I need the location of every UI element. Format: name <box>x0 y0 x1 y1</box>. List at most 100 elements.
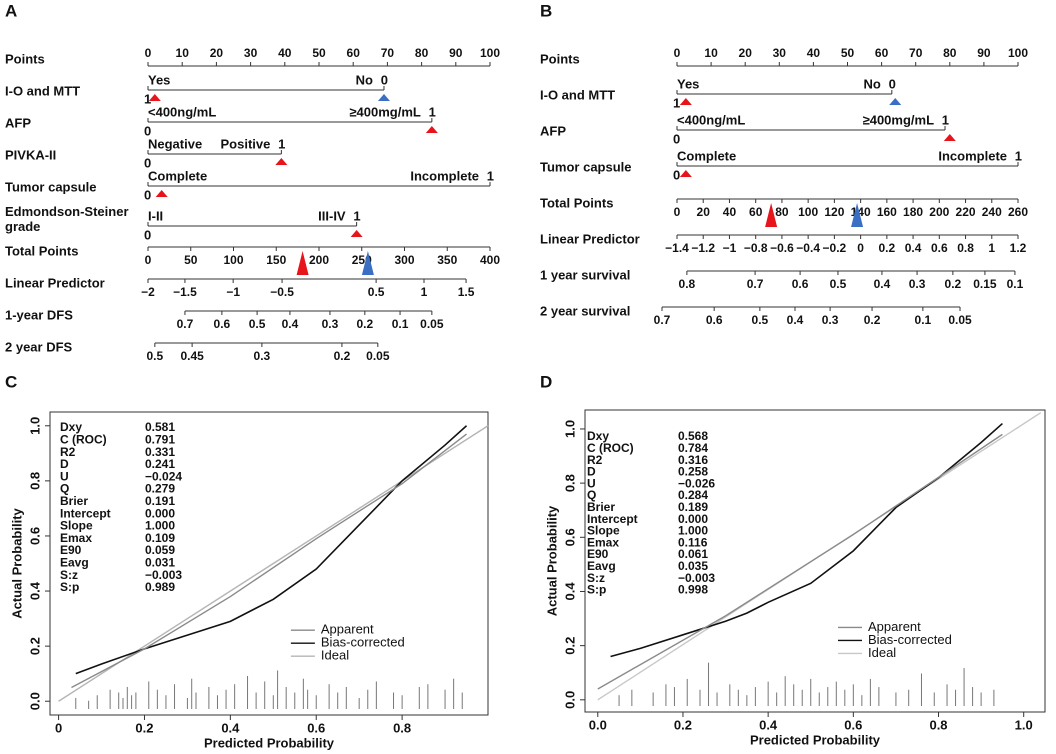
y-tick-label: 0.2 <box>27 637 42 655</box>
tick-label: 80 <box>415 46 429 60</box>
tick-label: 90 <box>449 46 463 60</box>
row-label: 1 year survival <box>540 267 630 282</box>
tick-label: 0.3 <box>254 349 271 363</box>
row-label: Tumor capsule <box>540 159 632 174</box>
stat-value: 1.000 <box>678 524 708 538</box>
stat-value: 0.035 <box>678 559 708 573</box>
legend-label: Ideal <box>868 645 896 660</box>
legend-label: Apparent <box>321 622 374 637</box>
tick-label: 200 <box>309 253 329 267</box>
row-label: 1-year DFS <box>5 307 73 322</box>
row-label: Tumor capsule <box>5 179 97 194</box>
marker <box>943 134 956 141</box>
tick-label: 200 <box>929 205 949 219</box>
tick-label: 0.8 <box>679 277 696 291</box>
calibration-curve <box>75 425 468 675</box>
stat-value: −0.003 <box>145 568 182 582</box>
y-axis-title: Actual Probability <box>9 507 24 618</box>
x-axis-title: Predicted Probability <box>750 732 881 747</box>
tick-label: 300 <box>394 253 414 267</box>
tick-label: 0.45 <box>180 349 204 363</box>
tick-label: 0.4 <box>282 317 299 331</box>
x-tick-label: 0.4 <box>221 720 240 735</box>
marker <box>377 94 390 101</box>
tick-label: −1.5 <box>173 285 197 299</box>
x-tick-label: 1.0 <box>1015 717 1033 732</box>
level-code: 1 <box>487 168 494 183</box>
level-code: 0 <box>144 227 151 242</box>
stat-label: R2 <box>60 445 76 459</box>
stat-label: E90 <box>587 547 609 561</box>
tick-label: 0.6 <box>792 277 809 291</box>
stat-value: 0.241 <box>145 457 175 471</box>
level-label: Yes <box>148 72 170 87</box>
tick-label: 10 <box>704 46 718 60</box>
stat-label: Brier <box>587 500 615 514</box>
tick-label: 0.05 <box>366 349 390 363</box>
calibration-curve <box>58 425 489 702</box>
tick-label: 0.1 <box>1007 277 1024 291</box>
stat-value: 0.059 <box>145 543 175 557</box>
marker <box>851 203 864 227</box>
y-tick-label: 0.0 <box>27 692 42 710</box>
stat-value: 0.791 <box>145 432 175 446</box>
x-tick-label: 0.2 <box>674 717 692 732</box>
tick-label: −0.6 <box>770 241 794 255</box>
level-code: 1 <box>429 104 436 119</box>
tick-label: 1.2 <box>1010 241 1027 255</box>
tick-label: 1 <box>421 285 428 299</box>
stat-value: −0.026 <box>678 476 715 490</box>
row-label-line: grade <box>5 219 40 234</box>
stat-label: Emax <box>587 535 619 549</box>
tick-label: 0.1 <box>392 317 409 331</box>
row-label: 2 year DFS <box>5 339 73 354</box>
level-label: Incomplete <box>410 168 479 183</box>
tick-label: −0.2 <box>823 241 847 255</box>
tick-label: 400 <box>480 253 500 267</box>
stat-label: C (ROC) <box>60 432 107 446</box>
y-tick-label: 1.0 <box>562 420 577 438</box>
stat-label: C (ROC) <box>587 441 634 455</box>
level-code: 0 <box>144 187 151 202</box>
tick-label: 0.2 <box>334 349 351 363</box>
tick-label: 0.2 <box>356 317 373 331</box>
y-axis-title: Actual Probability <box>544 505 559 616</box>
tick-label: −1.2 <box>691 241 715 255</box>
tick-label: −0.5 <box>270 285 294 299</box>
level-label: I-II <box>148 208 163 223</box>
level-label: Negative <box>148 136 202 151</box>
tick-label: 40 <box>807 46 821 60</box>
tick-label: 0.5 <box>752 313 769 327</box>
tick-label: 0 <box>674 46 681 60</box>
stat-label: S:z <box>60 568 78 582</box>
stat-value: 0.031 <box>145 555 175 569</box>
level-label: Yes <box>677 76 699 91</box>
tick-label: 0.3 <box>909 277 926 291</box>
level-code: 0 <box>381 72 388 87</box>
tick-label: 60 <box>347 46 361 60</box>
level-label: Positive <box>221 136 271 151</box>
row-label: Points <box>5 51 45 66</box>
level-code: 0 <box>673 131 680 146</box>
plot-frame <box>584 409 1046 713</box>
tick-label: 0.3 <box>322 317 339 331</box>
tick-label: 80 <box>775 205 789 219</box>
level-label: <400ng/mL <box>677 112 745 127</box>
y-tick-label: 0.8 <box>562 474 577 492</box>
level-code: 0 <box>889 76 896 91</box>
stat-value: 0.279 <box>145 482 175 496</box>
marker <box>275 158 288 165</box>
panel-label: D <box>540 372 552 391</box>
row-label: Edmondson-Steiner grade <box>5 204 129 234</box>
level-code: 0 <box>673 167 680 182</box>
row-label-line: Edmondson-Steiner <box>5 204 129 219</box>
tick-label: 0.5 <box>146 349 163 363</box>
stat-label: Emax <box>60 531 92 545</box>
level-code: 0 <box>144 155 151 170</box>
y-tick-label: 0.2 <box>562 637 577 655</box>
calibration-curve <box>597 433 1003 690</box>
x-tick-label: 0.2 <box>135 720 153 735</box>
x-tick-label: 0.8 <box>393 720 411 735</box>
tick-label: 0 <box>674 205 681 219</box>
